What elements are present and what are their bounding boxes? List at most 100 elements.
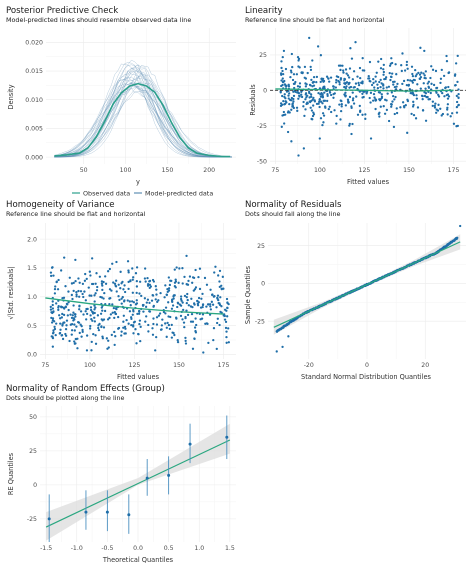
- residual-point: [430, 65, 433, 68]
- scale-location-point: [134, 328, 137, 331]
- scale-location-point: [113, 282, 117, 285]
- residual-point: [326, 99, 329, 103]
- residual-point: [333, 109, 336, 112]
- residual-point: [296, 85, 300, 88]
- residual-point: [306, 94, 309, 97]
- scale-location-point: [138, 280, 142, 283]
- residual-point: [295, 73, 299, 76]
- scale-location-point: [85, 334, 89, 337]
- scale-location-point: [50, 321, 54, 324]
- residual-point: [335, 122, 338, 125]
- scale-location-point: [186, 313, 190, 316]
- qq-point: [456, 236, 459, 240]
- residual-point: [327, 107, 330, 111]
- residual-point: [292, 106, 295, 110]
- residual-point: [319, 100, 323, 103]
- scale-location-point: [191, 320, 195, 323]
- scale-location-point: [96, 314, 100, 317]
- scale-location-point: [171, 304, 175, 307]
- residual-point: [407, 83, 411, 87]
- scale-location-point: [75, 295, 78, 298]
- residual-point: [446, 103, 450, 106]
- scale-location-point: [114, 284, 117, 287]
- scale-location-point: [52, 274, 55, 277]
- scale-location-point: [95, 272, 98, 275]
- x-axis-label: Fitted values: [117, 373, 160, 381]
- scale-location-point: [144, 267, 147, 270]
- residual-point: [294, 80, 297, 84]
- scale-location-point: [187, 304, 190, 307]
- scale-location-point: [81, 292, 84, 296]
- residual-point: [429, 76, 432, 80]
- residual-point: [352, 86, 355, 89]
- re-point: [225, 435, 229, 439]
- scale-location-point: [179, 297, 183, 301]
- residual-point: [427, 98, 430, 101]
- residual-point: [322, 80, 325, 83]
- residual-point: [396, 82, 399, 85]
- residual-point: [445, 60, 449, 63]
- scale-location-point: [196, 300, 199, 303]
- y-tick-label: 25: [29, 448, 37, 455]
- scale-location-point: [170, 307, 174, 310]
- scale-location-point: [148, 279, 152, 283]
- scale-location-point: [155, 335, 158, 339]
- residual-point: [280, 66, 283, 70]
- scale-location-point: [91, 257, 94, 260]
- scale-location-point: [108, 267, 112, 271]
- residual-point: [339, 118, 342, 121]
- scale-location-point: [178, 303, 182, 306]
- scale-location-point: [78, 331, 81, 335]
- residual-point: [427, 80, 431, 83]
- residual-point: [411, 92, 415, 95]
- residual-point: [287, 94, 290, 97]
- scale-location-point: [182, 308, 185, 312]
- scale-location-point: [55, 322, 58, 325]
- scale-location-point: [114, 335, 117, 338]
- residual-point: [315, 75, 319, 79]
- scale-location-point: [127, 271, 130, 274]
- panel-normality-random-effects: Normality of Random Effects (Group) Dots…: [6, 384, 236, 564]
- residual-point: [281, 77, 284, 80]
- scale-location-point: [166, 321, 169, 325]
- scale-location-point: [70, 329, 74, 332]
- scale-location-point: [181, 318, 184, 321]
- residual-point: [297, 154, 300, 157]
- y-tick-label: 1.5: [27, 265, 37, 272]
- residual-point: [303, 65, 307, 68]
- residual-point: [348, 122, 351, 125]
- scale-location-point: [164, 312, 167, 315]
- residual-point: [308, 91, 311, 95]
- residual-point: [390, 57, 393, 60]
- residual-point: [449, 115, 452, 118]
- scale-location-point: [90, 340, 93, 344]
- scale-location-point: [88, 270, 91, 273]
- scale-location-point: [143, 277, 147, 280]
- scale-location-point: [198, 287, 202, 291]
- y-tick-label: 25: [259, 52, 267, 59]
- residual-point: [341, 64, 344, 67]
- scale-location-point: [65, 302, 69, 305]
- residual-point: [298, 82, 302, 85]
- scale-location-point: [113, 343, 116, 347]
- panel-posterior-predictive: Posterior Predictive Check Model-predict…: [6, 6, 236, 198]
- residual-point: [364, 117, 367, 120]
- y-tick-label: 0.015: [25, 68, 43, 75]
- scale-location-point: [73, 318, 76, 321]
- residual-point: [310, 109, 314, 112]
- scale-location-point: [179, 314, 183, 318]
- scale-location-point: [190, 297, 193, 300]
- residual-point: [344, 68, 348, 71]
- scale-location-point: [203, 276, 207, 280]
- residual-point: [345, 81, 349, 84]
- residual-point: [424, 119, 428, 122]
- scale-location-point: [50, 274, 53, 278]
- residual-point: [415, 97, 419, 100]
- predicted-density-line: [54, 77, 232, 158]
- scale-location-point: [101, 309, 104, 312]
- residual-point: [392, 94, 395, 98]
- scale-location-point: [81, 328, 84, 332]
- scale-location-point: [167, 323, 171, 327]
- re-point: [145, 476, 149, 480]
- y-axis-label: √|Std. residuals|: [7, 266, 15, 319]
